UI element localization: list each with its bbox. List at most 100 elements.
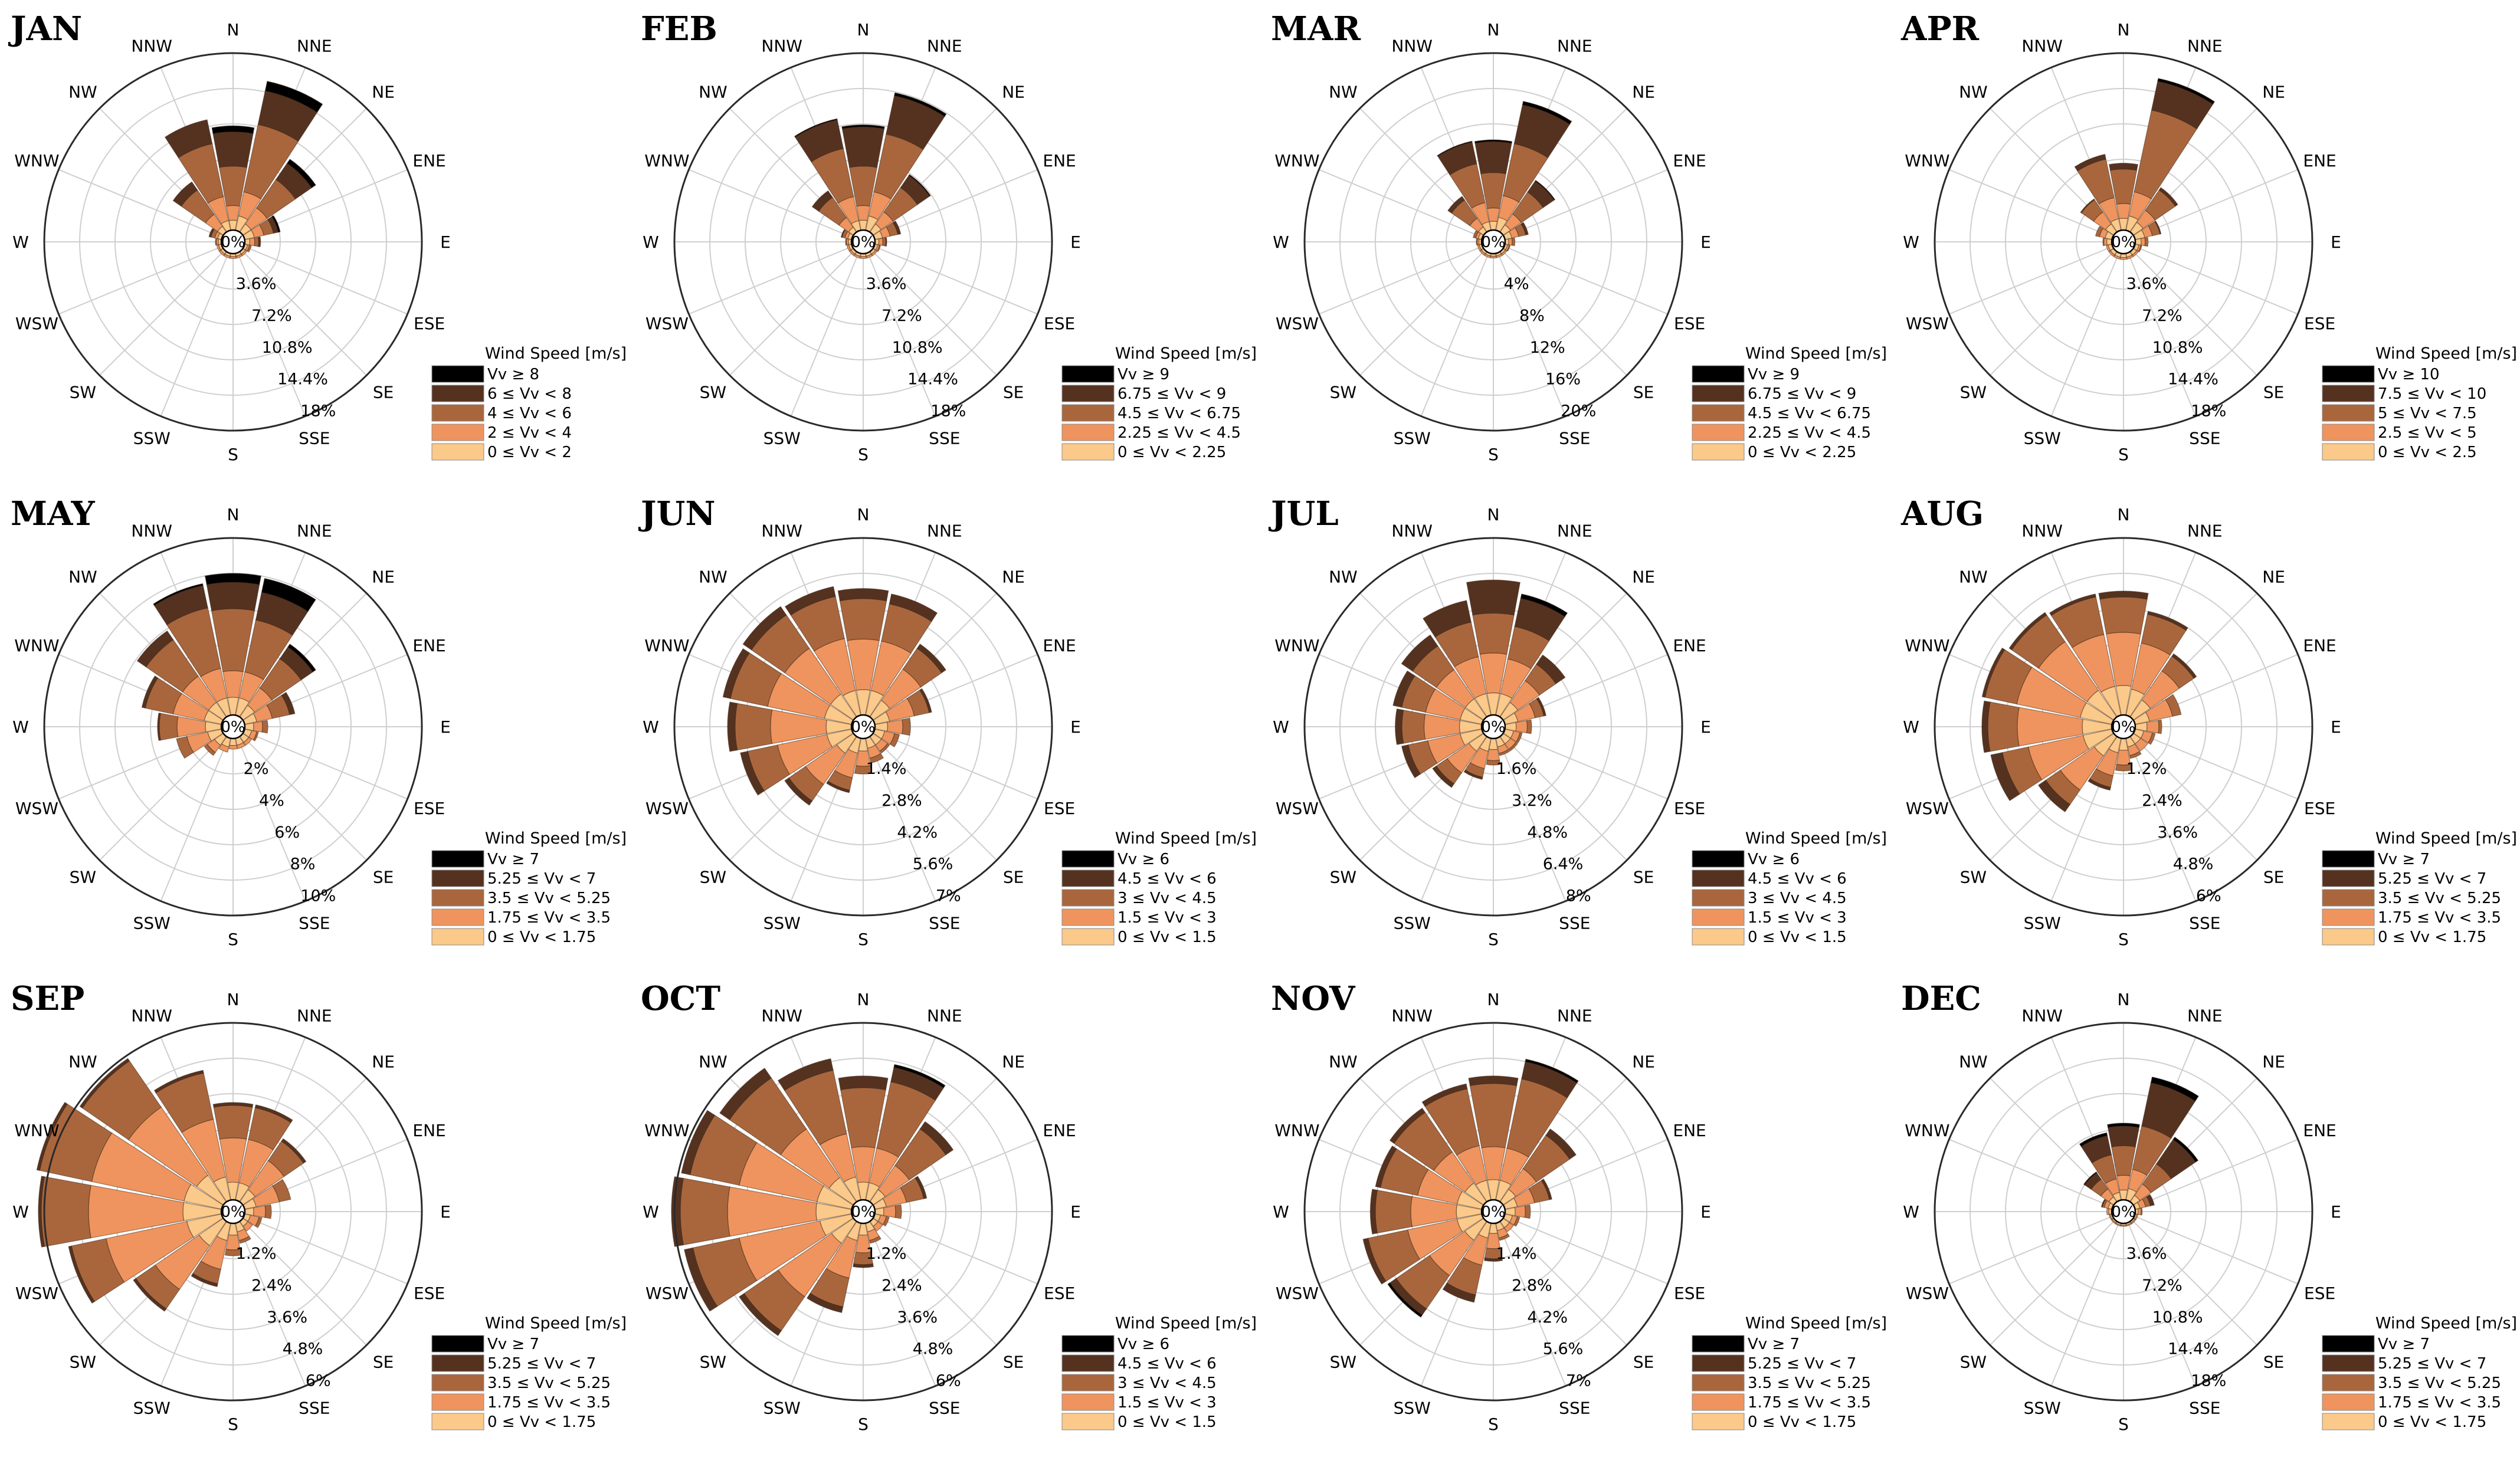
wedge-ssw-bin-2 [223,254,231,259]
direction-label-n: N [227,20,240,40]
wedge-e-bin-4 [257,236,261,248]
legend-swatch-bin-3 [1061,404,1115,422]
wedge-n-bin-4 [2107,1125,2140,1147]
legend-label-bin-1: 0 ≤ Vv < 2.25 [1118,444,1226,461]
wedge-ne-bin-5 [2172,1136,2199,1163]
wind-rose-svg: NOV 0% N NNE NE ENE E ESE SE SSE S SSW SW WSW W WNW NW NN… [1271,979,1887,1434]
wedge-ne-bin-4 [2171,653,2197,679]
direction-label-wnw: WNW [14,636,59,655]
legend-swatch-bin-5 [1061,1335,1115,1353]
wedge-e-bin-2 [1514,1205,1526,1218]
wedge-e-bin-3 [254,237,259,247]
legend-swatch-bin-2 [2322,908,2375,926]
wedge-sw-bin-4 [2037,779,2071,813]
outer-circle [1303,1022,1683,1402]
rose-wedges [671,1058,954,1337]
wedge-w-bin-4 [1395,708,1404,746]
legend-label-bin-1: 0 ≤ Vv < 1.5 [1118,1413,1217,1431]
wedge-ssw-bin-2 [1484,253,1491,258]
direction-label-w: W [643,1202,659,1222]
wedge-n-bin-4 [206,582,260,611]
ring-label: 14.4% [907,370,958,389]
direction-label-ssw: SSW [1394,914,1431,933]
direction-label-sse: SSE [929,429,960,448]
wedge-sw-bin-4 [133,1278,167,1312]
wedge-ssw-bin-4 [1442,1282,1476,1303]
wedge-n-bin-2 [856,205,870,221]
legend-swatch-bin-5 [2322,1335,2375,1353]
grid-spoke [1504,169,1669,238]
legend-swatch-bin-5 [1061,850,1115,868]
outer-circle [1934,52,2313,432]
direction-label-nne: NNE [2187,521,2223,540]
grid-spoke [237,1222,306,1387]
wedge-e-bin-2 [253,1205,266,1218]
legend-label-bin-5: Vv ≥ 6 [1118,1335,1169,1353]
center-label: 0% [2111,234,2135,251]
center-circle [220,714,246,740]
legend-swatch-bin-1 [2322,1413,2375,1430]
direction-label-se: SE [1633,383,1654,402]
direction-label-nne: NNE [927,1006,962,1025]
wedge-s-bin-2 [1486,749,1500,762]
wedge-ne-bin-5 [286,159,316,189]
legend: Wind Speed [m/s] Vv ≥ 7 5.25 ≤ Vv < 7 3.5 ≤… [431,829,627,946]
legend-label-bin-3: 3 ≤ Vv < 4.5 [1118,890,1217,907]
ring-label: 18% [2191,402,2226,421]
ring-label: 7% [1566,1372,1591,1390]
wedge-w-bin-3 [215,238,217,246]
center-circle [220,1199,246,1225]
legend-swatch-bin-3 [2322,1374,2375,1392]
wedge-ssw-bin-2 [2115,1222,2121,1227]
wedge-ene-bin-4 [919,688,932,713]
wedge-ese-bin-3 [1506,244,1511,252]
legend-swatch-bin-1 [2322,443,2375,461]
wedge-e-bin-3 [902,717,911,736]
wedge-ene-bin-4 [281,691,296,716]
direction-label-nne: NNE [1557,1006,1592,1025]
wedge-ene-bin-3 [2165,694,2182,717]
direction-label-w: W [1903,232,1919,252]
wedge-n-bin-3 [1472,612,1515,655]
grid-spoke [237,252,306,417]
wind-rose-svg: MAR 0% N NNE NE ENE E ESE SE SSE S SSW SW WSW W WNW NW NN… [1271,9,1887,464]
legend-title: Wind Speed [m/s] [1745,829,1887,848]
wedge-n-bin-4 [212,131,254,168]
month-title: DEC [1901,979,1981,1018]
legend-swatch-bin-1 [1061,1413,1115,1430]
direction-label-e: E [1700,717,1711,737]
wedge-se-bin-2 [243,1221,253,1232]
direction-label-sse: SSE [929,1399,960,1418]
center-label: 0% [221,1203,245,1221]
grid-spoke [867,1222,936,1387]
legend-label-bin-4: 5.25 ≤ Vv < 7 [1748,1355,1856,1373]
wedge-ese-bin-3 [876,245,881,252]
direction-label-nne: NNE [927,521,962,540]
wedge-se-bin-2 [2131,1219,2136,1225]
wedge-n-bin-5 [204,573,262,585]
direction-label-nnw: NNW [2021,521,2063,540]
direction-label-nne: NNE [2187,1006,2223,1025]
grid-spoke [874,730,1038,800]
wedge-se-bin-2 [1503,1222,1514,1232]
legend-label-bin-4: 5.25 ≤ Vv < 7 [487,1355,596,1373]
legend-label-bin-3: 5 ≤ Vv < 7.5 [2378,405,2477,422]
wedge-wnw-bin-3 [1473,230,1479,239]
direction-label-n: N [857,505,870,524]
wedge-e-bin-3 [2140,1207,2143,1216]
wedge-nne-bin-5 [1520,593,1568,618]
direction-label-sse: SSE [299,429,330,448]
direction-label-n: N [2118,20,2130,40]
wedge-wsw-bin-4 [1362,1238,1387,1285]
grid-spoke [2134,1215,2299,1285]
direction-label-wnw: WNW [644,1121,689,1140]
wedge-n-bin-5 [1474,139,1513,144]
ring-label: 6.4% [1543,855,1584,874]
direction-label-sw: SW [1330,868,1356,887]
direction-label-ese: ESE [2304,799,2335,818]
legend-label-bin-4: 6.75 ≤ Vv < 9 [1748,385,1856,403]
direction-label-nne: NNE [297,521,332,540]
direction-label-wsw: WSW [15,799,58,818]
legend-label-bin-2: 2.5 ≤ Vv < 5 [2378,424,2477,442]
wedge-ssw-bin-4 [825,780,850,793]
